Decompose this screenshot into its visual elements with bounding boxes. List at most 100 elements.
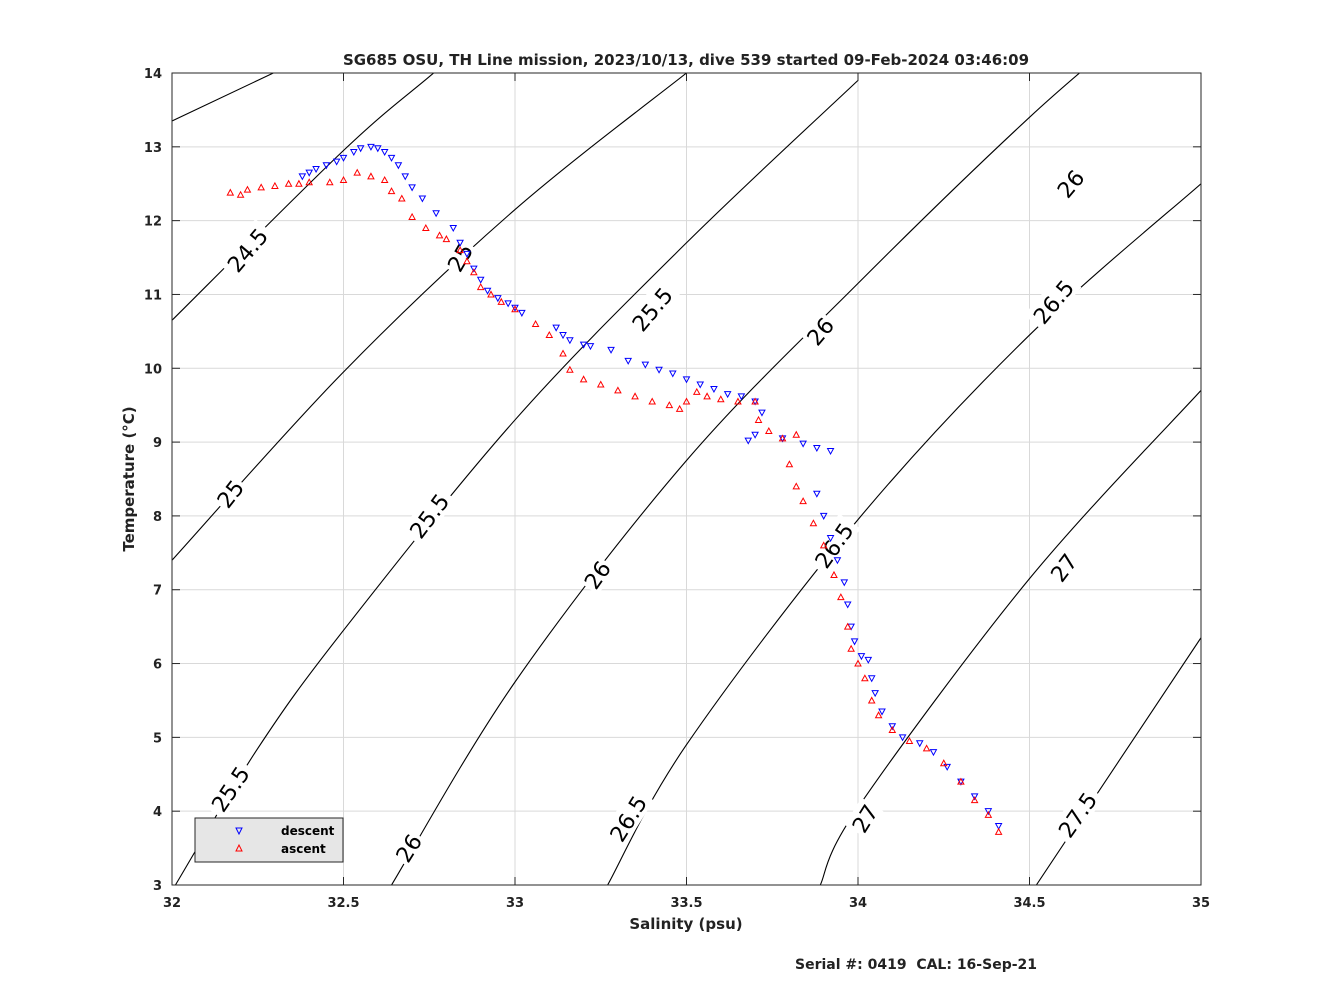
density-contour-line — [174, 79, 859, 885]
contour-label-bg — [400, 484, 457, 547]
ascent-point — [764, 426, 773, 435]
legend-descent-marker — [235, 827, 243, 836]
ascent-point — [476, 283, 485, 291]
descent-point — [850, 638, 859, 646]
legend-box — [194, 817, 344, 863]
serial-calibration-footer: Serial #: 0419 CAL: 16-Sep-21 — [795, 957, 1038, 973]
descent-point — [864, 656, 873, 664]
ascent-point — [559, 349, 567, 357]
x-tick-label: 33 — [506, 896, 524, 911]
descent-point — [723, 391, 732, 399]
ascent-point — [566, 365, 574, 373]
ascent-point — [353, 168, 362, 176]
ascent-point — [734, 397, 742, 405]
ascent-point — [716, 395, 725, 403]
ascent-point — [435, 231, 444, 239]
density-contour-line — [391, 73, 1081, 885]
ascent-point — [867, 696, 876, 704]
descent-point — [655, 366, 663, 374]
ascent-point — [847, 644, 855, 652]
ascent-point — [271, 181, 279, 189]
ascent-point — [675, 404, 684, 412]
ascent-point — [469, 268, 478, 276]
ascent-point — [305, 178, 314, 186]
ascent-point — [799, 497, 807, 505]
ascent-point — [579, 375, 588, 383]
descent-point — [984, 808, 993, 816]
descent-point — [579, 341, 588, 349]
x-tick-label: 32 — [163, 896, 181, 911]
ascent-point — [463, 257, 471, 265]
density-contour-line — [607, 183, 1201, 885]
ascent-point — [692, 387, 701, 395]
ascent-point — [970, 796, 979, 804]
descent-point — [826, 535, 835, 543]
descent-point — [888, 723, 897, 731]
descent-point — [463, 250, 471, 258]
legend: descent ascent — [194, 817, 344, 863]
descent-point — [322, 162, 331, 170]
descent-point — [394, 162, 403, 170]
ascent-point — [751, 397, 759, 405]
ascent-point — [442, 235, 451, 243]
ascent-point — [785, 460, 794, 468]
ascent-point — [380, 175, 389, 184]
descent-point — [518, 309, 526, 317]
descent-point — [476, 276, 485, 284]
ascent-point — [257, 183, 266, 191]
descent-point — [812, 444, 821, 453]
ascent-point — [614, 386, 622, 394]
descent-point — [298, 173, 307, 181]
descent-point — [943, 763, 952, 771]
ascent-point — [367, 172, 375, 180]
ascent-point — [397, 194, 406, 202]
y-tick-label: 12 — [144, 215, 162, 230]
descent-point — [696, 381, 705, 389]
descent-point — [469, 265, 478, 273]
ascent-point — [754, 415, 763, 423]
descent-point — [456, 239, 464, 247]
ascent-point — [295, 179, 303, 187]
descent-point — [751, 431, 759, 439]
descent-point — [483, 287, 492, 295]
density-contour-line — [172, 73, 687, 561]
y-tick-label: 8 — [153, 510, 162, 525]
y-tick-label: 6 — [153, 658, 162, 673]
x-tick-label: 34 — [849, 896, 867, 911]
legend-descent-label: descent — [281, 824, 335, 838]
ascent-point — [843, 622, 852, 630]
descent-point — [432, 210, 440, 218]
ascent-point — [830, 570, 838, 578]
ascent-point — [487, 290, 495, 298]
y-tick-label: 4 — [153, 805, 162, 820]
descent-point — [607, 346, 615, 354]
ascent-point — [682, 397, 691, 405]
descent-point — [380, 148, 389, 157]
ascent-point — [888, 725, 897, 733]
y-tick-label: 10 — [144, 362, 162, 377]
ascent-point — [665, 401, 674, 409]
ascent-point — [236, 190, 245, 198]
y-tick-label: 13 — [144, 141, 162, 156]
y-tick-label: 14 — [144, 67, 162, 82]
descent-point — [929, 749, 938, 757]
chart-title: SG685 OSU, TH Line mission, 2023/10/13, … — [343, 51, 1029, 69]
descent-point — [552, 324, 561, 332]
descent-point — [737, 393, 746, 401]
density-contour-line — [1035, 637, 1201, 885]
ascent-point — [511, 305, 519, 313]
descent-point — [312, 165, 320, 174]
contour-label-bg — [576, 553, 617, 595]
contour-label-bg — [218, 218, 276, 281]
density-contour-line — [819, 390, 1201, 885]
y-tick-label: 11 — [144, 288, 162, 303]
ascent-point — [284, 179, 293, 187]
contour-label-bg — [622, 278, 681, 340]
x-tick-labels: 32 32.5 33 33.5 34 34.5 35 — [163, 896, 1210, 911]
descent-point — [799, 440, 807, 448]
descent-point — [624, 357, 633, 365]
contour-label-bg — [202, 757, 257, 820]
descent-point — [418, 195, 427, 203]
contour-label-bg — [1049, 162, 1091, 204]
contour-label-bg — [844, 797, 884, 839]
